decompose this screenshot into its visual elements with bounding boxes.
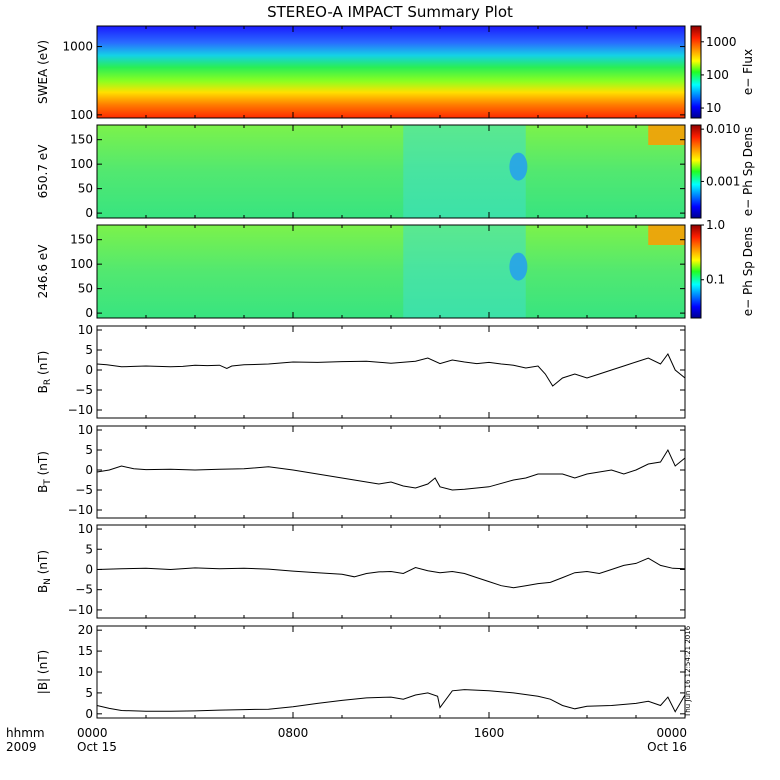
- time-tick-label: 0800: [278, 726, 309, 740]
- density-minimum: [509, 152, 528, 181]
- colorbar: [691, 225, 701, 318]
- ytick-label: −5: [75, 383, 93, 397]
- low-density-region: [403, 225, 526, 318]
- panel-6: −10 −5 0 5 10 BN (nT): [36, 522, 686, 619]
- time-tick-date: Oct 16: [647, 740, 687, 754]
- ytick-label: 0: [85, 363, 93, 377]
- colorbar: [691, 26, 701, 118]
- ytick-label: 100: [70, 108, 93, 122]
- data-trace: [96, 448, 686, 491]
- ytick-label: 10: [78, 522, 93, 536]
- panel-5: −10 −5 0 5 10 BT (nT): [36, 423, 686, 519]
- ytick-label: 150: [70, 133, 93, 147]
- panel-frame: [96, 325, 686, 419]
- data-trace: [96, 353, 686, 387]
- ytick-label: 5: [85, 343, 93, 357]
- time-tick-label: 0000: [77, 726, 108, 740]
- y-axis-label: SWEA (eV): [36, 40, 50, 104]
- ytick-label: 150: [70, 233, 93, 247]
- high-density-region: [648, 225, 685, 245]
- panel-2: 0 50 100 150 0.001 0.010 e− Ph Sp Dens 650.7 eV: [36, 122, 755, 220]
- colorbar-tick-label: 1000: [706, 35, 737, 49]
- y-axis-label: BN (nT): [36, 550, 53, 593]
- low-density-region: [403, 125, 526, 218]
- ytick-label: 20: [78, 623, 93, 637]
- ytick-label: −10: [68, 403, 93, 417]
- colorbar-tick-label: 100: [706, 68, 729, 82]
- panel-frame: [96, 425, 686, 519]
- y-axis-label: |B| (nT): [36, 650, 50, 694]
- ytick-label: 10: [78, 323, 93, 337]
- plot-title: STEREO-A IMPACT Summary Plot: [267, 3, 513, 21]
- panel-frame: [96, 124, 686, 219]
- ytick-label: 5: [85, 443, 93, 457]
- colorbar: [691, 125, 701, 218]
- colorbar-label: e− Ph Sp Dens: [741, 227, 755, 316]
- y-axis-label: 246.6 eV: [36, 244, 50, 299]
- panel-frame: [96, 224, 686, 319]
- spectrogram-image: [97, 125, 685, 218]
- ytick-label: 15: [78, 644, 93, 658]
- panel-7: 0 5 10 15 20 |B| (nT): [36, 623, 686, 721]
- high-density-region: [648, 125, 685, 145]
- time-tick-label: 0000: [656, 726, 687, 740]
- ytick-label: 10: [78, 423, 93, 437]
- colorbar-label: e− Flux: [741, 49, 755, 95]
- ytick-label: 0: [85, 562, 93, 576]
- y-axis-label: 650.7 eV: [36, 144, 50, 199]
- colorbar-frame: [690, 224, 702, 319]
- ytick-label: −10: [68, 503, 93, 517]
- panel-frame: [96, 524, 686, 619]
- panel-1: 100 1000 10 100 1000 e− Flux SWEA (eV): [36, 25, 755, 122]
- timestamp: Thu Jun 16 12:54:21 2016: [684, 625, 692, 718]
- ytick-label: 0: [85, 707, 93, 721]
- ytick-label: 0: [85, 306, 93, 320]
- colorbar-tick-label: 0.1: [706, 273, 725, 287]
- ytick-label: 100: [70, 157, 93, 171]
- ytick-label: 1000: [62, 40, 93, 54]
- spectrogram-image: [97, 225, 685, 318]
- ytick-label: 0: [85, 463, 93, 477]
- data-trace: [96, 557, 686, 589]
- ytick-label: −5: [75, 583, 93, 597]
- colorbar-tick-label: 10: [706, 101, 721, 115]
- ytick-label: −10: [68, 603, 93, 617]
- time-axis-year: 2009: [6, 740, 37, 754]
- colorbar-frame: [690, 124, 702, 219]
- colorbar-frame: [690, 25, 702, 119]
- panel-3: 0 50 100 150 0.1 1.0 e− Ph Sp Dens 246.6 eV: [36, 218, 755, 320]
- spectrogram-image: [97, 26, 685, 118]
- colorbar-tick-label: 0.001: [706, 174, 740, 188]
- ytick-label: 0: [85, 206, 93, 220]
- time-tick-label: 1600: [474, 726, 505, 740]
- time-axis-label: hhmm: [6, 726, 45, 740]
- time-tick-date: Oct 15: [77, 740, 117, 754]
- colorbar-label: e− Ph Sp Dens: [741, 127, 755, 216]
- ytick-label: 100: [70, 257, 93, 271]
- panel-4: −10 −5 0 5 10 BR (nT): [36, 323, 686, 419]
- y-axis-label: BR (nT): [36, 351, 53, 394]
- ytick-label: 50: [78, 182, 93, 196]
- ytick-label: 50: [78, 282, 93, 296]
- data-trace: [96, 689, 686, 713]
- ytick-label: −5: [75, 483, 93, 497]
- colorbar-tick-label: 0.010: [706, 122, 740, 136]
- ytick-label: 10: [78, 665, 93, 679]
- density-minimum: [509, 252, 528, 281]
- panel-frame: [96, 25, 686, 119]
- y-axis-label: BT (nT): [36, 451, 53, 493]
- ytick-label: 5: [85, 542, 93, 556]
- panel-frame: [96, 625, 686, 719]
- colorbar-tick-label: 1.0: [706, 218, 725, 232]
- ytick-label: 5: [85, 686, 93, 700]
